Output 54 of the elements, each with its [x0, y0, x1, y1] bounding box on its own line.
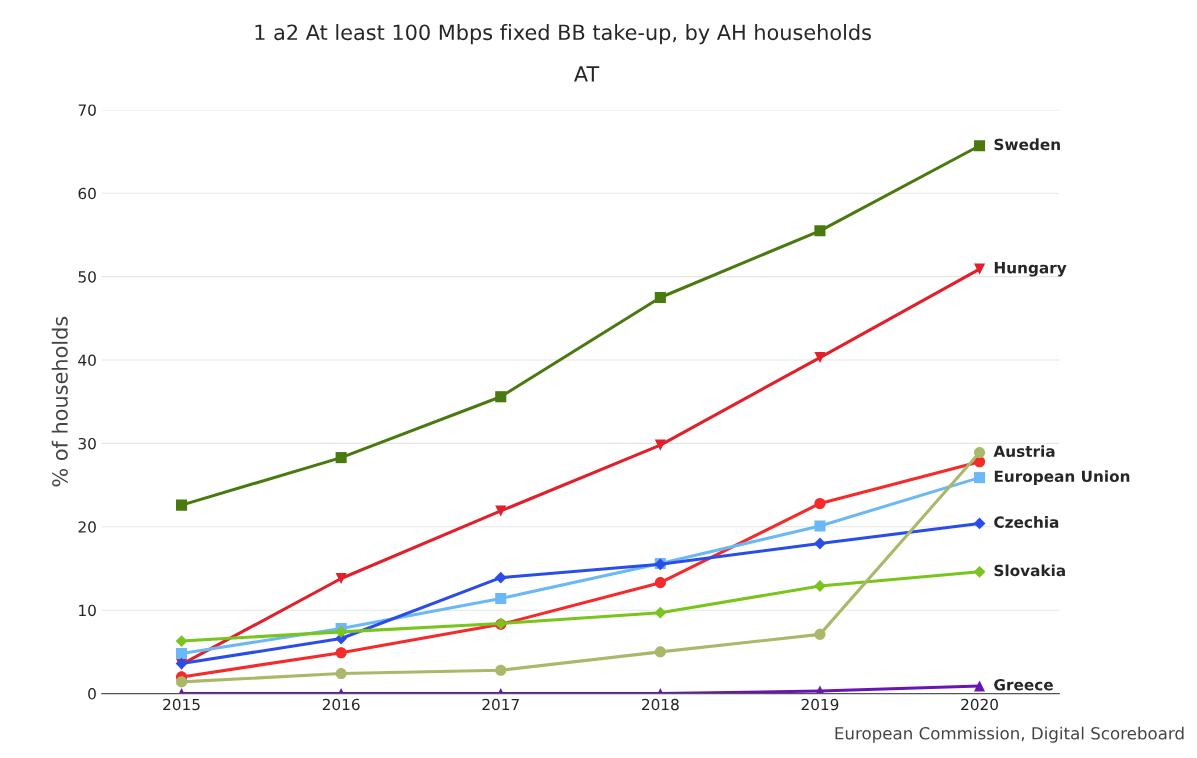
y-tick-label: 40 [78, 354, 96, 367]
series-label: Hungary [994, 262, 1067, 277]
point [175, 647, 188, 660]
point [175, 676, 188, 688]
point [335, 452, 347, 464]
point [814, 225, 826, 237]
chart-title: 1 a2 At least 100 Mbps fixed BB take-up, by AH households [255, 24, 871, 45]
series-label: European Union [994, 470, 1130, 486]
series-label: Slovakia [994, 564, 1065, 577]
x-tick-label: 2020 [961, 698, 998, 711]
point [654, 606, 667, 619]
y-tick-label: 0 [88, 688, 96, 700]
point [814, 520, 826, 532]
series-label: Austria [993, 445, 1055, 458]
point [335, 647, 347, 659]
series-label: Greece [994, 678, 1053, 691]
x-tick-label: 2016 [322, 698, 360, 711]
point [973, 263, 986, 275]
point [654, 291, 666, 304]
point [814, 497, 826, 510]
y-axis-title: % of households [51, 316, 68, 487]
point [814, 628, 826, 640]
x-tick-label: 2017 [482, 698, 519, 711]
chart-subtitle: AT [574, 66, 600, 82]
point [335, 668, 347, 680]
y-tick-label: 50 [78, 271, 96, 283]
y-tick-label: 20 [78, 521, 96, 533]
point [654, 646, 666, 658]
point [335, 572, 347, 585]
x-tick-label: 2015 [163, 698, 200, 711]
point [495, 505, 507, 517]
point [654, 577, 666, 589]
point [495, 664, 507, 676]
x-tick-label: 2018 [642, 698, 679, 711]
x-tick-label: 2019 [801, 698, 839, 711]
y-tick-label: 70 [78, 104, 96, 116]
point [175, 635, 188, 647]
series-label: Czechia [994, 516, 1059, 528]
point [814, 537, 826, 550]
point [973, 680, 986, 692]
point [495, 592, 507, 605]
point [814, 351, 826, 364]
point [973, 565, 986, 578]
point [175, 499, 188, 511]
y-tick-label: 60 [78, 187, 96, 200]
y-tick-label: 10 [79, 604, 96, 617]
point [494, 571, 507, 584]
series-label: Sweden [994, 138, 1060, 151]
point [973, 140, 986, 152]
point [495, 391, 507, 403]
point [973, 447, 986, 459]
y-tick-label: 30 [78, 437, 96, 450]
point [973, 472, 986, 484]
text: European Commission, Digital Scoreboard [835, 726, 1184, 743]
